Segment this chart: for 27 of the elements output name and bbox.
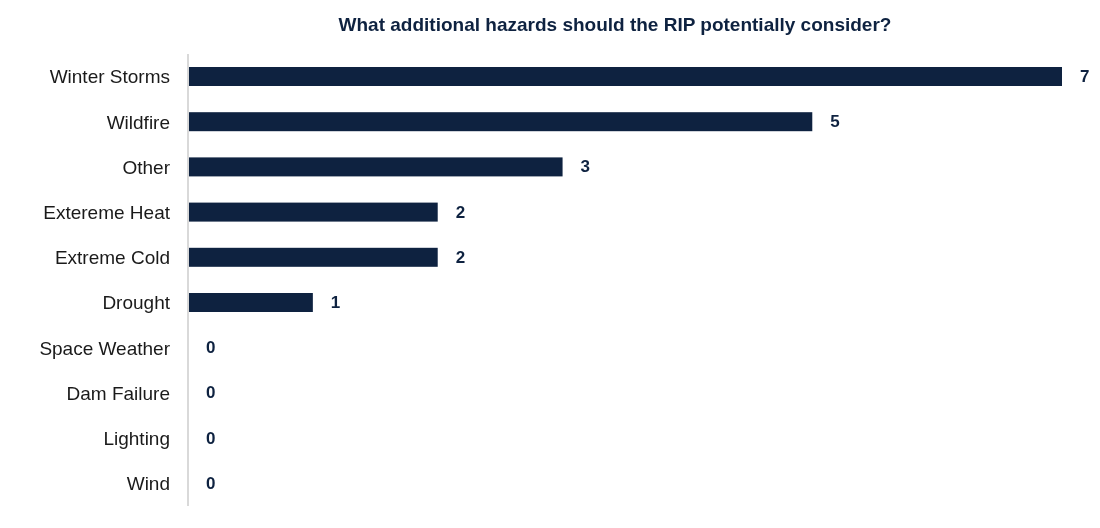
bar [188, 202, 438, 222]
y-tick-label: Other [122, 156, 171, 178]
bar [188, 67, 1062, 86]
data-label: 2 [455, 202, 466, 222]
bar [188, 293, 313, 312]
data-label: 0 [206, 383, 216, 403]
data-label: 3 [580, 157, 591, 177]
data-label: 0 [206, 473, 216, 493]
data-label: 0 [206, 428, 216, 448]
y-tick-label: Winter Storms [49, 66, 170, 88]
bar [188, 157, 563, 177]
data-label: 0 [206, 338, 216, 358]
data-label: 7 [1080, 67, 1090, 86]
data-label: 1 [330, 293, 341, 312]
data-label: 5 [830, 112, 840, 132]
y-tick-label: Extereme Heat [43, 201, 171, 223]
chart-title: What additional hazards should the RIP potentially consider? [337, 14, 893, 37]
y-tick-label: Wildfire [106, 111, 170, 133]
y-tick-label: Wind [126, 473, 170, 495]
bar [188, 112, 813, 132]
bar [188, 247, 438, 267]
y-tick-label: Drought [102, 292, 171, 314]
y-tick-label: Space Weather [39, 337, 171, 359]
y-tick-label: Dam Failure [66, 382, 170, 404]
data-label: 2 [455, 247, 466, 267]
y-tick-label: Lighting [103, 427, 170, 449]
y-tick-label: Extreme Cold [54, 247, 170, 269]
